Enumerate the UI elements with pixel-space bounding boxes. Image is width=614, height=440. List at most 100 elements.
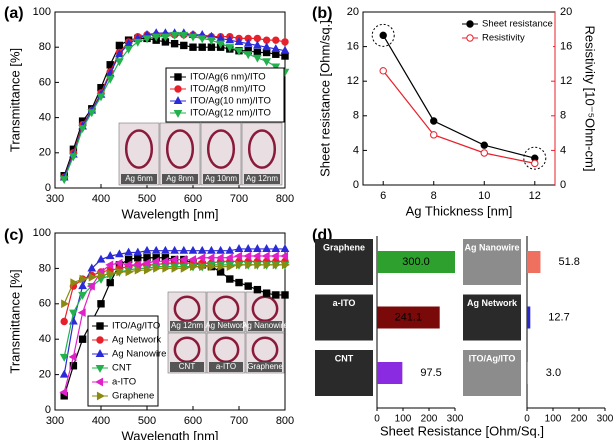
marker [142,35,152,44]
micrograph [463,294,521,341]
marker [59,176,69,185]
marker [59,353,69,362]
category-label: Ag Nanowire [464,242,519,252]
inset-caption-bg [244,174,280,184]
legend-marker [96,336,104,344]
legend-label: Sheet resistance [482,19,553,30]
inset-caption: Ag Nanowire [242,321,288,330]
x-tick-label: 200 [571,414,588,425]
marker [180,264,189,273]
marker [116,267,125,277]
x-axis-label: Wavelength [nm] [121,428,218,440]
x-tick-label: 300 [597,414,614,425]
legend-marker [466,20,474,28]
bar [527,306,531,329]
legend-marker [95,377,104,387]
marker [134,265,143,275]
y-tick-label: 8 [353,110,359,122]
marker [151,33,161,42]
marker [254,260,263,270]
marker [234,37,244,45]
marker [262,289,271,297]
marker [178,255,187,264]
inset-pattern [206,129,236,169]
marker [115,49,124,58]
marker [280,244,290,252]
y2-tick-label: 12 [560,75,572,87]
legend-marker [95,364,105,373]
y-tick-label: 100 [33,6,51,18]
inset-caption-bg [209,362,243,372]
marker [59,369,69,378]
bar [377,251,455,273]
marker [169,255,178,264]
marker [188,245,198,254]
marker [379,67,387,75]
micrograph [315,294,373,341]
y2-tick-label: 0 [560,179,566,191]
micrograph [315,239,373,285]
micrograph [315,350,373,396]
marker [216,245,225,254]
x-tick-label: 0 [524,414,530,425]
x-tick-label: 100 [395,414,412,425]
inset-caption: Ag Network [205,321,247,330]
marker [252,251,261,261]
x-axis-label: Sheet Resistance [Ohm/Sq.] [380,423,544,438]
y-tick-label: 80 [39,262,51,274]
marker [225,245,235,254]
legend-marker [173,96,183,105]
marker [78,125,87,134]
bar [377,362,403,384]
marker [68,352,77,362]
marker [243,244,253,252]
x-tick-label: 400 [92,193,110,205]
inset-caption-bg [121,174,157,184]
marker [281,260,290,270]
marker [124,45,133,54]
marker [105,75,115,84]
marker [96,254,106,263]
marker [206,253,215,263]
marker [234,251,243,261]
marker [115,58,124,67]
x-tick-label: 700 [230,415,248,427]
legend-marker [96,322,104,330]
legend-marker [174,85,182,93]
legend-marker [95,349,105,358]
inset-caption-bg [248,321,282,331]
marker [226,262,235,271]
y-tick-label: 20 [347,6,359,18]
marker [134,254,142,262]
x-tick-label: 600 [184,415,202,427]
marker [151,245,161,254]
marker [253,285,262,294]
marker [69,362,78,370]
inset-caption-bg [170,362,204,372]
marker [531,159,539,168]
legend-label: ITO/Ag(8 nm)/ITO [190,84,266,95]
marker [263,260,272,270]
bar [527,251,541,273]
x-tick-label: 8 [431,190,437,202]
marker [430,131,438,139]
y-tick-label: 0 [45,404,51,416]
inset-caption: Ag 12nm [246,174,278,183]
marker [161,33,170,42]
marker [160,256,169,266]
marker [60,317,68,326]
marker [215,253,224,263]
marker [262,58,271,67]
marker [216,40,225,49]
marker [207,37,216,46]
y-tick-label: 80 [39,41,51,53]
legend-marker [173,109,183,118]
inset-caption-bg [248,362,282,372]
category-label: a-ITO [333,298,356,308]
y-axis-label: Sheet resistance [Ohm/sq.] [317,20,332,177]
x-tick-label: 0 [374,414,380,425]
inset-caption: a-ITO [216,362,236,371]
inset-caption-bg [203,174,239,184]
y-tick-label: 0 [45,182,51,194]
